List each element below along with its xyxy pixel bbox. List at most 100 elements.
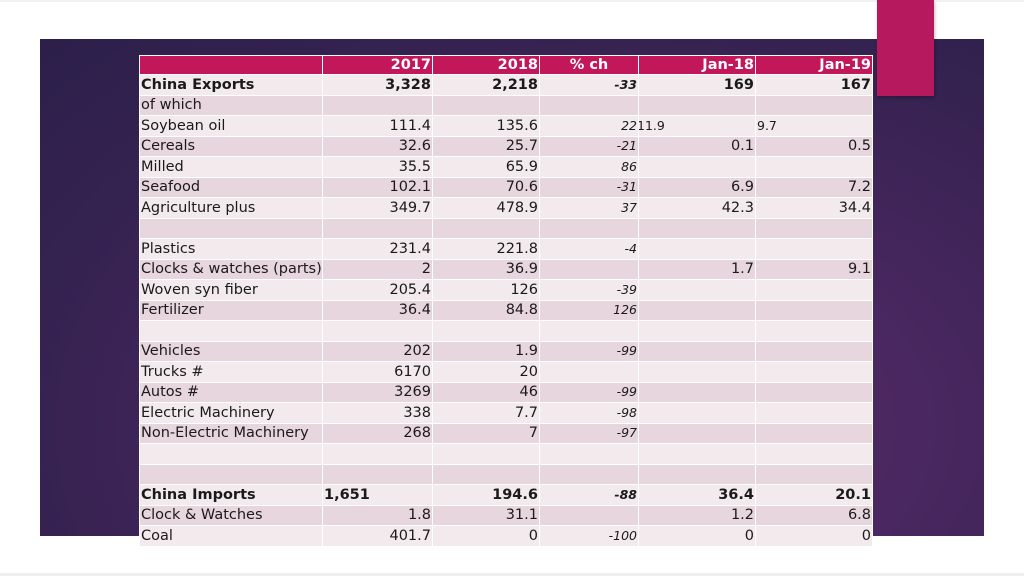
value-jan18 (638, 238, 756, 260)
value-2018: 36.9 (432, 258, 540, 280)
row-label: Plastics (139, 238, 323, 260)
header-2017: 2017 (322, 55, 433, 75)
value-pct-change: -33 (539, 74, 639, 96)
value-pct-change (539, 217, 639, 239)
value-jan19 (755, 279, 873, 301)
value-2017: 3,328 (322, 74, 433, 96)
value-jan18 (638, 422, 756, 444)
header-2018: 2018 (432, 55, 540, 75)
value-jan19: 34.4 (755, 197, 873, 219)
value-2017: 202 (322, 340, 433, 362)
spill-value-2: 9.7 (757, 117, 777, 133)
value-pct-change (539, 504, 639, 526)
row-label (139, 217, 323, 239)
row-label (139, 443, 323, 465)
row-label: Clocks & watches (parts) (139, 258, 323, 280)
value-2017 (322, 320, 433, 342)
value-jan19: 167 (755, 74, 873, 96)
top-border (0, 0, 1024, 2)
value-jan18 (638, 463, 756, 485)
value-2018 (432, 443, 540, 465)
table-row: Clocks & watches (parts) 2 36.9 1.7 9.1 (139, 258, 873, 280)
table-row: Non-Electric Machinery 268 7 -97 (139, 422, 873, 444)
value-jan19: 7.2 (755, 176, 873, 198)
value-2018: 221.8 (432, 238, 540, 260)
value-2018: 126 (432, 279, 540, 301)
table-row: Seafood 102.1 70.6 -31 6.9 7.2 (139, 176, 873, 198)
value-2018: 7 (432, 422, 540, 444)
row-label: China Exports (139, 74, 323, 96)
value-2018: 65.9 (432, 156, 540, 178)
value-2018: 194.6 (432, 484, 540, 506)
row-label: Fertilizer (139, 299, 323, 321)
value-pct-change (539, 258, 639, 280)
bottom-border (0, 573, 1024, 576)
value-2017 (322, 463, 433, 485)
pct-value: 22 (621, 117, 637, 133)
value-pct-change: 22 (539, 115, 639, 137)
table-row (139, 463, 873, 485)
row-label: Autos # (139, 381, 323, 403)
table-row: Fertilizer 36.4 84.8 126 (139, 299, 873, 321)
value-2018 (432, 94, 540, 116)
row-label: Seafood (139, 176, 323, 198)
value-2018: 2,218 (432, 74, 540, 96)
value-jan19 (755, 422, 873, 444)
row-label: Vehicles (139, 340, 323, 362)
row-label: China Imports (139, 484, 323, 506)
value-2018: 478.9 (432, 197, 540, 219)
value-2017: 3269 (322, 381, 433, 403)
value-jan18: 6.9 (638, 176, 756, 198)
value-jan18 (638, 217, 756, 239)
value-jan19 (755, 402, 873, 424)
value-pct-change (539, 320, 639, 342)
value-jan19 (755, 320, 873, 342)
value-pct-change: -98 (539, 402, 639, 424)
value-pct-change: -39 (539, 279, 639, 301)
table-row: Milled 35.5 65.9 86 (139, 156, 873, 178)
value-pct-change: 86 (539, 156, 639, 178)
value-2017: 231.4 (322, 238, 433, 260)
table-row: Cereals 32.6 25.7 -21 0.1 0.5 (139, 135, 873, 157)
table-row: Trucks # 6170 20 (139, 361, 873, 383)
value-pct-change (539, 443, 639, 465)
value-jan19: 9.7 (755, 115, 873, 137)
row-label: Soybean oil (139, 115, 323, 137)
value-2017: 32.6 (322, 135, 433, 157)
value-jan18: 1.2 (638, 504, 756, 526)
value-jan18 (638, 94, 756, 116)
value-2018: 46 (432, 381, 540, 403)
value-jan18 (638, 361, 756, 383)
row-label: Woven syn fiber (139, 279, 323, 301)
value-jan19 (755, 238, 873, 260)
value-2018: 7.7 (432, 402, 540, 424)
table-row: Clock & Watches 1.8 31.1 1.2 6.8 (139, 504, 873, 526)
value-jan18: 1.7 (638, 258, 756, 280)
value-jan18 (638, 340, 756, 362)
value-2018 (432, 463, 540, 485)
value-jan19 (755, 94, 873, 116)
value-jan19: 6.8 (755, 504, 873, 526)
value-2017: 1,651 (322, 484, 433, 506)
table-row: Vehicles 202 1.9 -99 (139, 340, 873, 362)
table-row: Woven syn fiber 205.4 126 -39 (139, 279, 873, 301)
value-2018: 84.8 (432, 299, 540, 321)
value-jan19: 20.1 (755, 484, 873, 506)
value-jan19: 9.1 (755, 258, 873, 280)
value-2017: 35.5 (322, 156, 433, 178)
value-2017: 268 (322, 422, 433, 444)
table-row: China Exports 3,328 2,218 -33 169 167 (139, 74, 873, 96)
value-2017: 1.8 (322, 504, 433, 526)
row-label: Trucks # (139, 361, 323, 383)
value-jan18 (638, 443, 756, 465)
row-label: Non-Electric Machinery (139, 422, 323, 444)
row-label: Milled (139, 156, 323, 178)
value-pct-change: -97 (539, 422, 639, 444)
table-header-row: 2017 2018 % ch Jan-18 Jan-19 (139, 55, 873, 75)
value-pct-change: 37 (539, 197, 639, 219)
value-2017 (322, 443, 433, 465)
value-jan18 (638, 299, 756, 321)
value-jan19 (755, 443, 873, 465)
value-jan19: 0 (755, 525, 873, 547)
value-pct-change: -100 (539, 525, 639, 547)
